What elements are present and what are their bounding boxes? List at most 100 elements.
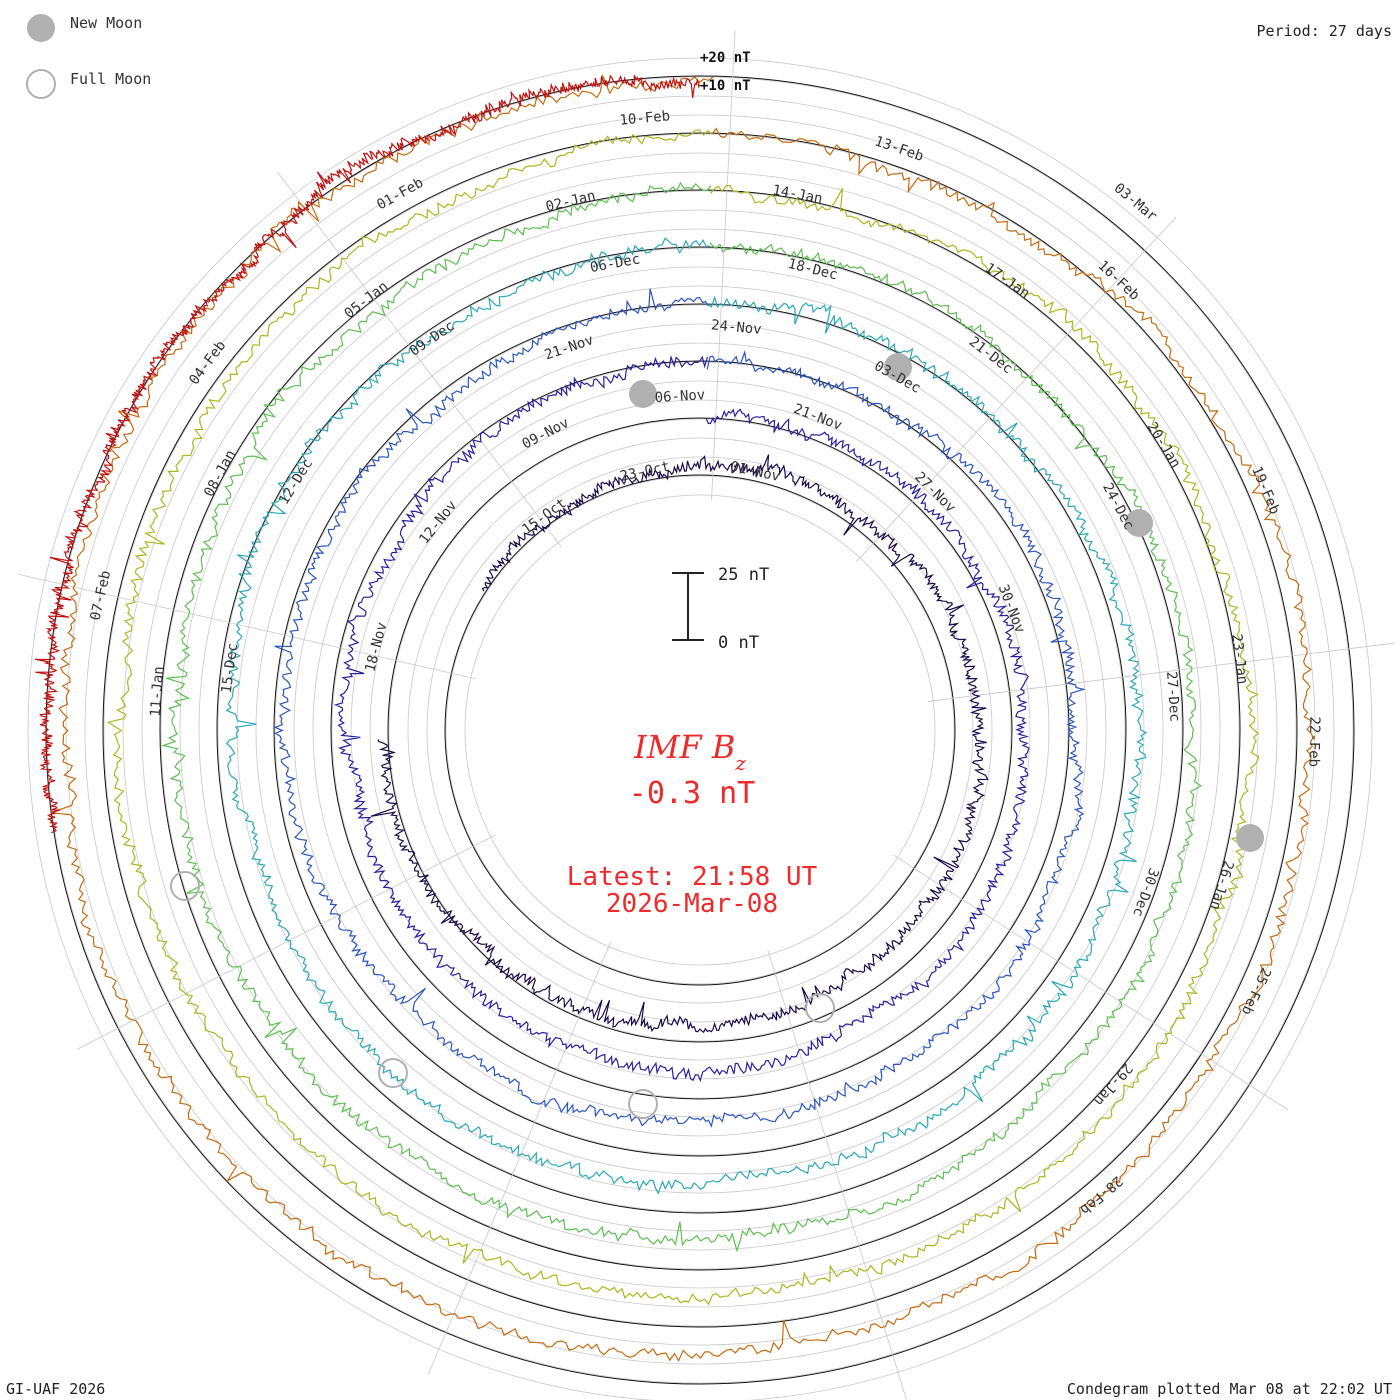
grid-spoke: [856, 216, 1177, 562]
date-tick-label: 24-Dec: [1099, 481, 1137, 533]
date-tick-label: 01-Feb: [374, 175, 426, 214]
center-readout: IMF Bz -0.3 nT Latest: 21:58 UT 2026-Mar…: [567, 728, 818, 919]
trace-rotation-2: [333, 354, 1030, 1083]
date-tick-label: 11-Jan: [148, 666, 168, 718]
grid-ring: [426, 456, 974, 1004]
date-tick-label: 30-Nov: [995, 582, 1028, 635]
trace-rotation-4: [225, 237, 1148, 1195]
imf-title: IMF Bz: [633, 728, 746, 775]
grid-spoke: [711, 30, 736, 501]
date-tick-label: 06-Dec: [589, 251, 642, 276]
trace-rotation-8: [34, 74, 701, 834]
grid-ring: [84, 114, 1316, 1346]
full-moon-marker: [628, 1089, 658, 1119]
full-moon-label: Full Moon: [70, 70, 151, 88]
zero-ring: [102, 132, 1298, 1328]
new-moon-marker: [1125, 509, 1153, 537]
date-tick-label: 04-Feb: [186, 338, 229, 388]
spoke-grid: [17, 30, 1395, 1400]
trace-rotation-7: [50, 73, 1314, 1362]
date-tick-label: 10-Feb: [619, 108, 671, 129]
grid-ring: [27, 57, 1373, 1400]
new-moon-icon: [27, 14, 55, 42]
date-tick-label: 09-Nov: [520, 415, 572, 453]
latest-date: 2026-Mar-08: [606, 889, 778, 919]
date-tick-label: 23-Jan: [1228, 633, 1250, 685]
grid-ring: [445, 475, 955, 985]
date-tick-label: 27-Dec: [1163, 671, 1183, 723]
trace-rotation-6: [107, 129, 1260, 1306]
date-tick-label: 17-Jan: [982, 260, 1033, 302]
grid-spoke: [767, 949, 907, 1400]
date-tick-label: 21-Nov: [543, 332, 596, 364]
grid-ring: [369, 399, 1031, 1061]
grid-ring: [65, 95, 1335, 1365]
grid-ring: [274, 304, 1126, 1156]
zero-ring: [444, 474, 956, 986]
grid-ring: [122, 152, 1278, 1308]
grid-ring: [217, 247, 1183, 1213]
trace-layer: [34, 73, 1314, 1362]
grid-ring: [160, 190, 1240, 1270]
footer-plotted: Condegram plotted Mar 08 at 22:02 UT: [1066, 1380, 1392, 1398]
date-tick-label: 26-Jan: [1207, 859, 1237, 912]
imf-title-sub: z: [734, 751, 746, 775]
latest-time: Latest: 21:58 UT: [567, 862, 818, 892]
footer-credit: GI-UAF 2026: [6, 1380, 106, 1398]
full-moon-icon: [26, 69, 56, 99]
grid-spoke: [277, 171, 562, 547]
grid-ring: [407, 437, 993, 1023]
date-tick-label: 24-Nov: [710, 317, 762, 338]
date-tick-label: 28-Feb: [1077, 1172, 1126, 1217]
ring-label-20: +20 nT: [700, 50, 751, 66]
date-tick-label: 29-Jan: [1090, 1060, 1135, 1109]
full-moon-marker: [170, 871, 200, 901]
scale-top-label: 25 nT: [718, 565, 769, 585]
date-tick-label: 20-Jan: [1143, 420, 1183, 471]
new-moon-marker: [884, 353, 912, 381]
zero-ring: [159, 189, 1241, 1271]
zero-ring: [45, 75, 1355, 1385]
date-tick-label: 18-Nov: [362, 621, 390, 674]
grid-ring: [464, 494, 936, 966]
zero-ring: [273, 303, 1127, 1157]
scale-bar: 25 nT 0 nT: [672, 565, 769, 653]
grid-ring: [103, 133, 1297, 1327]
date-tick-label: 15-Dec: [219, 642, 241, 694]
grid-ring: [255, 285, 1145, 1175]
imf-title-main: IMF B: [633, 728, 735, 766]
date-tick-label: 21-Dec: [966, 334, 1016, 378]
scale-bottom-label: 0 nT: [718, 633, 759, 653]
moon-markers: [170, 353, 1264, 1119]
grid-ring: [293, 323, 1107, 1137]
date-tick-label: 09-Dec: [407, 318, 458, 360]
grid-spoke: [928, 642, 1395, 702]
trace-rotation-1: [370, 454, 989, 1034]
grid-ring: [236, 266, 1164, 1194]
ring-grid: [27, 57, 1373, 1400]
grid-spoke: [892, 854, 1289, 1111]
grid-ring: [179, 209, 1221, 1251]
new-moon-label: New Moon: [70, 14, 142, 32]
grid-spoke: [427, 941, 612, 1376]
date-tick-label: 12-Dec: [276, 456, 316, 507]
grid-ring: [388, 418, 1012, 1042]
grid-spoke: [17, 573, 476, 680]
grid-ring: [141, 171, 1259, 1289]
full-moon-marker: [378, 1058, 408, 1088]
imf-value: -0.3 nT: [629, 776, 755, 811]
grid-ring: [198, 228, 1202, 1232]
period-label: Period: 27 days: [1256, 22, 1392, 40]
date-tick-label: 06-Nov: [654, 387, 705, 406]
date-tick-label: 22-Feb: [1305, 716, 1322, 767]
zero-ring: [216, 246, 1184, 1214]
zero-ring: [387, 417, 1013, 1043]
grid-ring: [312, 342, 1088, 1118]
date-tick-label: 08-Jan: [201, 448, 239, 500]
legend: New Moon Full Moon: [26, 14, 151, 99]
new-moon-marker: [629, 380, 657, 408]
new-moon-marker: [1236, 824, 1264, 852]
full-moon-marker: [805, 993, 835, 1023]
